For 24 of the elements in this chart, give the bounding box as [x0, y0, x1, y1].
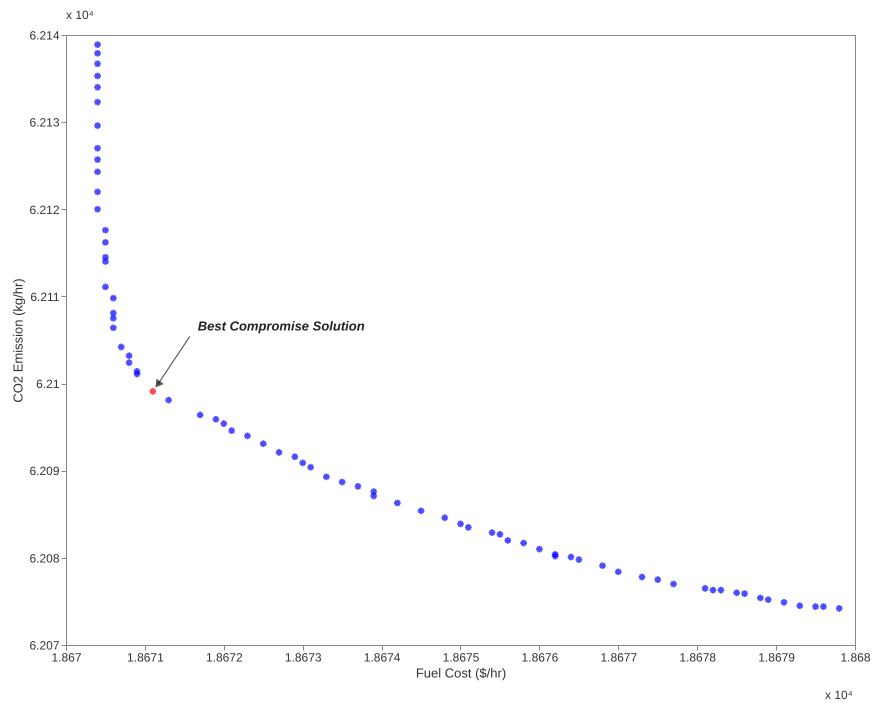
y-tick-label: 6.213 — [29, 116, 60, 130]
y-tick-label: 6.207 — [29, 638, 60, 652]
x-tick-label: 1.868 — [840, 650, 871, 664]
x-tick-label: 1.8676 — [522, 650, 559, 664]
x-axis-title: Fuel Cost ($/hr) — [416, 666, 506, 680]
x-tick-label: 1.8678 — [679, 650, 716, 664]
x-tick-label: 1.8671 — [127, 650, 164, 664]
x-tick-label: 1.867 — [51, 650, 82, 664]
x-tick-label: 1.8675 — [442, 650, 480, 664]
annotation: Best Compromise Solution — [198, 318, 365, 334]
text: x 10⁴ — [825, 688, 853, 702]
y-tick-label: 6.212 — [29, 202, 60, 217]
x-tick-label: 1.8674 — [364, 650, 401, 664]
x-tick-label: 1.8672 — [206, 650, 243, 664]
y-tick-label: 6.209 — [29, 464, 60, 478]
x-tick-label: 1.8679 — [758, 650, 796, 664]
y-axis-title: CO2 Emission (kg/hr) — [10, 278, 26, 403]
text: x 10⁴ — [66, 8, 94, 22]
x-tick-label: 1.8677 — [600, 650, 638, 664]
y-tick-label: 6.208 — [29, 551, 60, 566]
y-tick-label: 6.211 — [30, 290, 60, 304]
y-tick-label: 6.214 — [29, 28, 60, 42]
x-tick-label: 1.8673 — [284, 650, 322, 664]
y-tick-label: 6.21 — [36, 377, 60, 392]
